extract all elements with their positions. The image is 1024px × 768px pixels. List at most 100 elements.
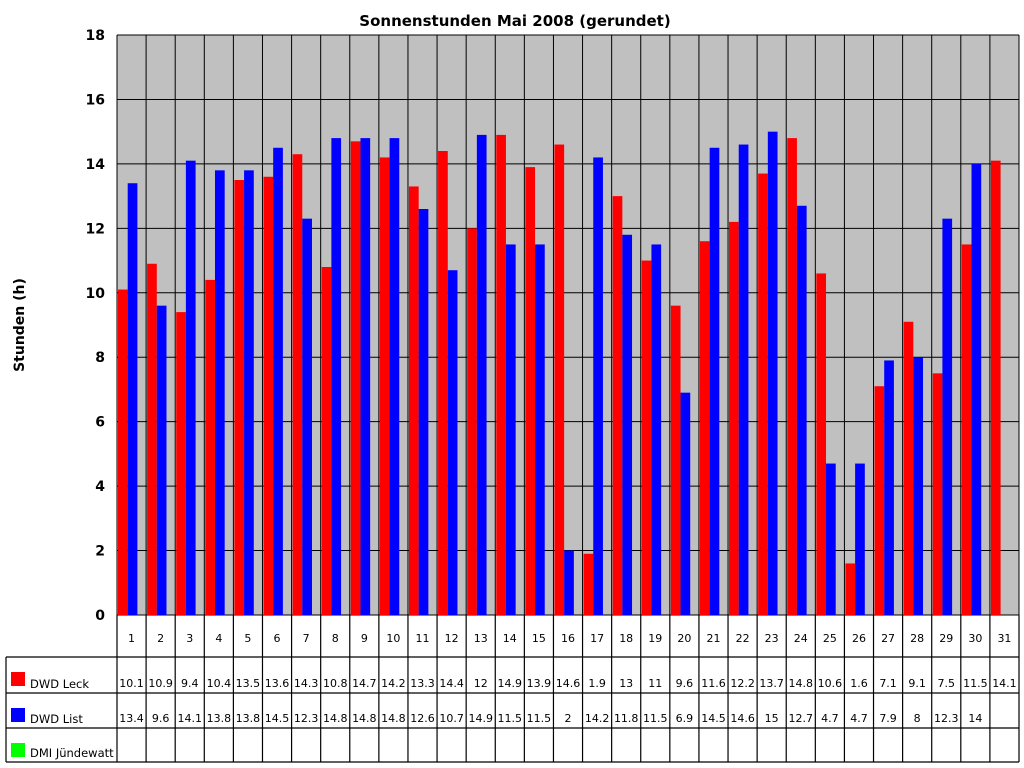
data-value: 1.9 (588, 677, 606, 690)
bar-dwd-leck (932, 373, 943, 615)
bar-dwd-leck (408, 186, 419, 615)
data-value: 11 (648, 677, 662, 690)
y-tick-label: 16 (86, 92, 105, 108)
bar-dwd-leck (874, 386, 885, 615)
category-label: 7 (303, 632, 310, 645)
data-value: 10.7 (439, 712, 464, 725)
bar-dwd-leck (990, 160, 1001, 615)
data-value: 14.8 (352, 712, 377, 725)
category-label: 26 (852, 632, 866, 645)
bar-dwd-leck (670, 305, 681, 615)
bar-dwd-list (796, 205, 807, 615)
bar-dwd-leck (438, 151, 448, 615)
y-tick-label: 8 (95, 350, 105, 366)
bar-dwd-leck (903, 321, 914, 615)
data-value: 14.8 (323, 712, 348, 725)
bar-dwd-list (476, 134, 487, 615)
category-label: 20 (677, 632, 691, 645)
bar-dwd-list (826, 463, 836, 615)
data-value: 2 (565, 712, 572, 725)
bar-dwd-list (273, 147, 283, 615)
category-label: 30 (968, 632, 982, 645)
data-value: 10.9 (148, 677, 173, 690)
data-table: 1 2 3 4 5 6 7 8 9 10 11 12 13 14 15 16 17 18 19 20 21 22 23 24 2… (5, 615, 1020, 763)
bar-dwd-list (214, 170, 225, 616)
bar-dwd-list (971, 163, 982, 615)
data-value: 12.3 (294, 712, 319, 725)
data-value: 14.2 (585, 712, 610, 725)
data-value: 1.6 (850, 677, 868, 690)
legend-swatch (11, 672, 25, 686)
category-label: 22 (736, 632, 750, 645)
data-value: 4.7 (821, 712, 839, 725)
data-value: 11.6 (701, 677, 726, 690)
bar-dwd-leck (554, 144, 565, 616)
bar-dwd-leck (292, 154, 303, 615)
bar-dwd-list (505, 244, 516, 615)
bar-dwd-list (127, 183, 138, 615)
data-value: 14.2 (381, 677, 406, 690)
bar-dwd-leck (583, 553, 594, 615)
data-value: 9.4 (181, 677, 199, 690)
bar-dwd-leck (234, 180, 245, 615)
data-value: 11.5 (527, 712, 552, 725)
legend-label: DWD Leck (30, 677, 89, 691)
y-tick-label: 4 (95, 479, 105, 495)
data-value: 11.5 (498, 712, 523, 725)
data-value: 14.8 (789, 677, 814, 690)
bar-dwd-list (244, 170, 254, 616)
bar-dwd-leck (525, 167, 536, 615)
y-tick-label: 18 (86, 28, 105, 44)
bar-dwd-leck (845, 563, 856, 615)
legend-label: DMI Jündewatt (30, 746, 114, 760)
category-label: 17 (590, 632, 604, 645)
bar-dwd-leck (263, 176, 274, 615)
category-label: 19 (648, 632, 662, 645)
bar-dwd-leck (350, 141, 361, 616)
bar-dwd-leck (816, 273, 827, 615)
category-label: 21 (706, 632, 720, 645)
bar-dwd-list (942, 218, 953, 615)
data-value: 14.4 (439, 677, 464, 690)
bar-dwd-leck (147, 263, 157, 615)
data-value: 6.9 (676, 712, 694, 725)
data-value: 13.8 (207, 712, 232, 725)
category-label: 29 (939, 632, 953, 645)
bar-dwd-list (447, 270, 458, 615)
bar-dwd-list (389, 138, 400, 615)
data-value: 14.1 (992, 677, 1017, 690)
data-value: 13.3 (410, 677, 435, 690)
legend-swatch (11, 708, 25, 722)
bar-dwd-list (535, 244, 545, 615)
data-value: 7.9 (879, 712, 897, 725)
bar-dwd-leck (612, 196, 623, 615)
category-label: 13 (474, 632, 488, 645)
data-value: 10.1 (119, 677, 144, 690)
data-value: 14.6 (556, 677, 581, 690)
data-value: 7.5 (938, 677, 956, 690)
bar-dwd-leck (961, 244, 972, 615)
data-value: 13 (619, 677, 633, 690)
data-value: 14 (968, 712, 982, 725)
data-value: 7.1 (879, 677, 897, 690)
data-value: 10.4 (207, 677, 232, 690)
category-label: 11 (416, 632, 430, 645)
data-value: 14.9 (498, 677, 523, 690)
data-value: 13.6 (265, 677, 290, 690)
data-value: 14.6 (730, 712, 755, 725)
category-label: 9 (361, 632, 368, 645)
bar-dwd-list (651, 244, 662, 615)
bar-dwd-leck (787, 138, 797, 615)
category-label: 14 (503, 632, 517, 645)
category-label: 1 (128, 632, 135, 645)
y-axis-label: Stunden (h) (12, 278, 28, 372)
category-label: 2 (157, 632, 164, 645)
category-label: 8 (332, 632, 339, 645)
y-tick-label: 14 (86, 157, 106, 173)
legend-label: DWD List (30, 712, 83, 726)
bar-dwd-leck (496, 134, 506, 615)
data-value: 4.7 (850, 712, 868, 725)
bar-dwd-leck (176, 312, 186, 615)
data-value: 15 (765, 712, 779, 725)
data-value: 13.7 (759, 677, 784, 690)
